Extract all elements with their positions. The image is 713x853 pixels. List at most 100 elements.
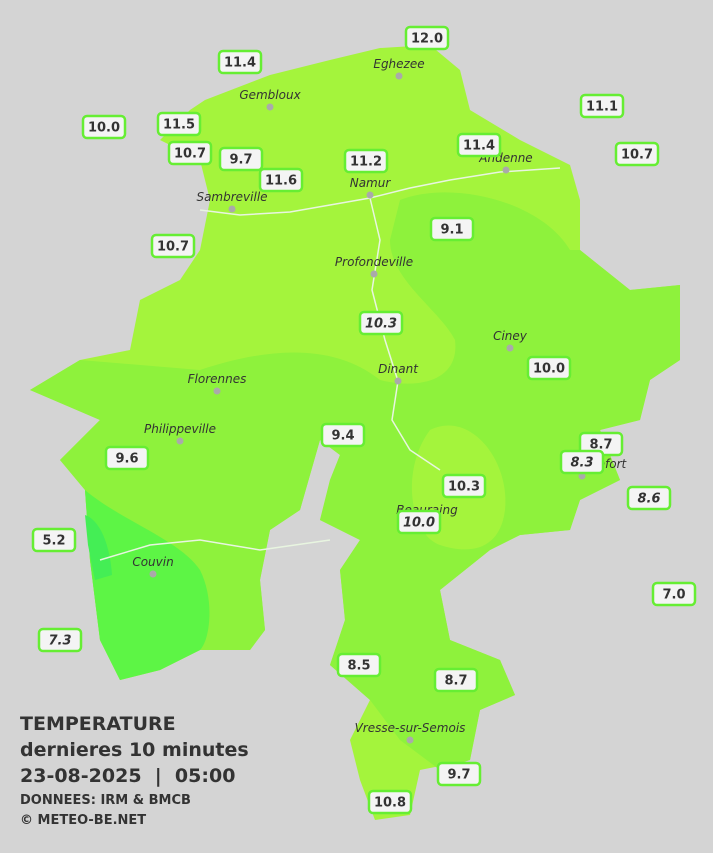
- station-value: 8.6: [637, 492, 660, 507]
- city-dot: [213, 387, 221, 395]
- station-value: 9.7: [447, 768, 470, 783]
- station: 5.2: [31, 527, 77, 553]
- city-label: Florennes: [188, 372, 247, 386]
- station-box: [320, 422, 366, 448]
- city-dot: [228, 205, 236, 213]
- station: 10.0: [396, 509, 442, 535]
- station-value: 10.7: [157, 240, 189, 255]
- zone-cold: [85, 515, 112, 580]
- station-value: 9.1: [440, 223, 463, 238]
- station: 10.7: [614, 141, 660, 167]
- station: 10.8: [367, 789, 413, 815]
- datetime: 23-08-2025 | 05:00: [20, 765, 235, 787]
- station: 8.6: [626, 485, 672, 511]
- station-value: 8.5: [347, 659, 370, 674]
- city-label: Profondeville: [335, 255, 413, 269]
- station-value: 9.6: [115, 452, 138, 467]
- station: 8.5: [336, 652, 382, 678]
- station-value: 11.4: [463, 139, 495, 154]
- station-value: 9.4: [331, 429, 354, 444]
- city-dot: [176, 437, 184, 445]
- city-dot: [370, 270, 378, 278]
- subtitle: dernieres 10 minutes: [20, 739, 249, 761]
- station-box: [436, 761, 482, 787]
- station-value: 12.0: [411, 32, 443, 47]
- station: 8.7: [433, 667, 479, 693]
- station: 11.5: [156, 111, 202, 137]
- city-label: Sambreville: [196, 190, 267, 204]
- station: 7.3: [37, 627, 83, 653]
- city-dot: [502, 166, 510, 174]
- city-dot: [366, 191, 374, 199]
- credit: © METEO-BE.NET: [20, 813, 146, 828]
- city-label: Ciney: [493, 329, 528, 343]
- station-box: [404, 25, 450, 51]
- station-box: [367, 789, 413, 815]
- station-value: 10.8: [374, 796, 406, 811]
- station-box: [358, 310, 404, 336]
- stations: 12.0 11.4 11.1 10.0 11.5 10.7 9.7 11.2 11.4 10.7 1…: [31, 25, 697, 815]
- zone-cool: [85, 490, 210, 680]
- station-value: 7.0: [662, 588, 685, 603]
- station-box: [396, 509, 442, 535]
- station-box: [150, 233, 196, 259]
- station-value: 11.4: [224, 56, 256, 71]
- station: 11.4: [456, 132, 502, 158]
- station-box: [614, 141, 660, 167]
- station-box: [559, 449, 605, 475]
- station-value: 9.7: [229, 153, 252, 168]
- station-box: [104, 445, 150, 471]
- station-value: 10.3: [448, 480, 480, 495]
- river: [369, 197, 441, 471]
- station-value: 8.3: [570, 456, 593, 471]
- station: 10.3: [358, 310, 404, 336]
- city-label: Gembloux: [239, 88, 301, 102]
- station-box: [441, 473, 487, 499]
- station-box: [81, 114, 127, 140]
- station-box: [579, 93, 625, 119]
- station: 9.4: [320, 422, 366, 448]
- station-box: [258, 167, 304, 193]
- station: 11.2: [343, 148, 389, 174]
- station: 11.4: [217, 49, 263, 75]
- station: 9.1: [429, 216, 475, 242]
- title-block: TEMPERATURE dernieres 10 minutes 23-08-2…: [20, 713, 249, 828]
- station-value: 11.5: [163, 118, 195, 133]
- station-box: [429, 216, 475, 242]
- station-value: 8.7: [444, 674, 467, 689]
- city-dot: [394, 377, 402, 385]
- city-dot: [149, 570, 157, 578]
- station: 12.0: [404, 25, 450, 51]
- city-label: Namur: [350, 176, 392, 190]
- station: 8.3: [559, 449, 605, 475]
- station-box: [31, 527, 77, 553]
- station: 9.7: [218, 146, 264, 172]
- station-value: 10.0: [533, 362, 565, 377]
- station-value: 11.2: [350, 155, 382, 170]
- station-value: 8.7: [589, 438, 612, 453]
- city-dot: [506, 344, 514, 352]
- station-box: [37, 627, 83, 653]
- city-dot: [266, 103, 274, 111]
- city-label: Couvin: [132, 555, 173, 569]
- station-box: [156, 111, 202, 137]
- station: 11.1: [579, 93, 625, 119]
- city-dot: [406, 736, 414, 744]
- station: 9.6: [104, 445, 150, 471]
- station: 10.0: [81, 114, 127, 140]
- station-value: 11.6: [265, 174, 297, 189]
- station-box: [433, 667, 479, 693]
- station-box: [336, 652, 382, 678]
- station-value: 10.7: [174, 147, 206, 162]
- station-value: 7.3: [48, 634, 71, 649]
- city-label: Philippeville: [144, 422, 216, 436]
- station-box: [167, 140, 213, 166]
- station: 10.7: [167, 140, 213, 166]
- station-value: 11.1: [586, 100, 618, 115]
- station: 10.3: [441, 473, 487, 499]
- station-box: [217, 49, 263, 75]
- station-box: [456, 132, 502, 158]
- station: 9.7: [436, 761, 482, 787]
- station-value: 10.0: [403, 516, 435, 531]
